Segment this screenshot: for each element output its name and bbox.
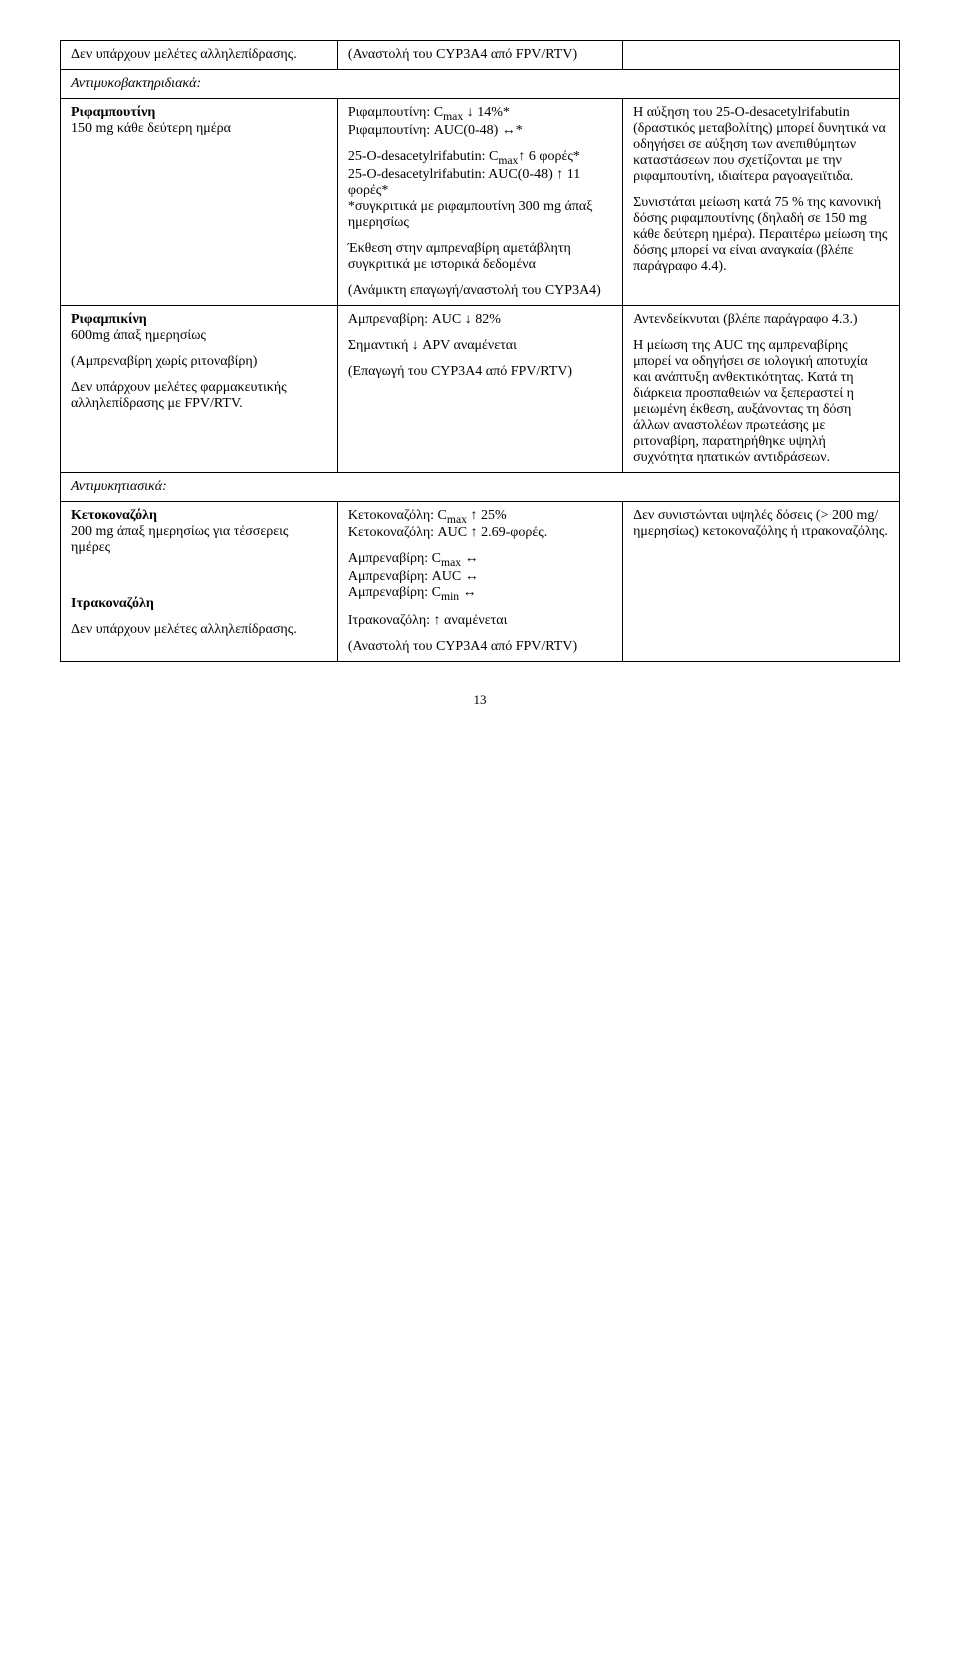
- drug-name: Ιτρακοναζόλη: [71, 596, 154, 611]
- dose-text: 150 mg κάθε δεύτερη ημέρα: [71, 121, 231, 136]
- section-label: Αντιμυκητιασικά:: [71, 479, 167, 494]
- cell: Αντενδείκνυται (βλέπε παράγραφο 4.3.) Η …: [623, 305, 900, 472]
- table-row: Ριφαμπουτίνη 150 mg κάθε δεύτερη ημέρα Ρ…: [61, 99, 900, 306]
- cell: Ριφαμπικίνη600mg άπαξ ημερησίως (Αμπρενα…: [61, 305, 338, 472]
- interaction-table: Δεν υπάρχουν μελέτες αλληλεπίδρασης. (Αν…: [60, 40, 900, 662]
- text: (Ανάμικτη επαγωγή/αναστολή του CYP3A4): [348, 283, 612, 299]
- text: Η μείωση της AUC της αμπρεναβίρης μπορεί…: [633, 338, 889, 466]
- text: Αμπρεναβίρη: Cmax ↔Αμπρεναβίρη: AUC ↔Αμπ…: [348, 551, 479, 600]
- cell: Κετοκοναζόλη200 mg άπαξ ημερησίως για τέ…: [61, 501, 338, 661]
- drug-name: Ριφαμπικίνη: [71, 312, 147, 327]
- text: (Αναστολή του CYP3A4 από FPV/RTV): [348, 639, 612, 655]
- text: Δεν υπάρχουν μελέτες φαρμακευτικής αλληλ…: [71, 380, 327, 412]
- cell: Δεν υπάρχουν μελέτες αλληλεπίδρασης.: [61, 41, 338, 70]
- table-row: Κετοκοναζόλη200 mg άπαξ ημερησίως για τέ…: [61, 501, 900, 661]
- text: (Επαγωγή του CYP3A4 από FPV/RTV): [348, 364, 612, 380]
- dose-text: 200 mg άπαξ ημερησίως για τέσσερεις ημέρ…: [71, 524, 288, 555]
- cell: Η αύξηση του 25-O-desacetylrifabutin (δρ…: [623, 99, 900, 306]
- cell: Δεν συνιστώνται υψηλές δόσεις (> 200 mg/…: [623, 501, 900, 661]
- cell: [623, 41, 900, 70]
- table-row: Δεν υπάρχουν μελέτες αλληλεπίδρασης. (Αν…: [61, 41, 900, 70]
- text: Σημαντική ↓ APV αναμένεται: [348, 338, 612, 354]
- cell: (Αναστολή του CYP3A4 από FPV/RTV): [337, 41, 622, 70]
- text: 25-O-desacetylrifabutin: Cmax↑ 6 φορές*2…: [348, 149, 593, 230]
- text: Κετοκοναζόλη: Cmax ↑ 25%Κετοκοναζόλη: AU…: [348, 508, 547, 541]
- cell: Ριφαμπουτίνη 150 mg κάθε δεύτερη ημέρα: [61, 99, 338, 306]
- text: Αντενδείκνυται (βλέπε παράγραφο 4.3.): [633, 312, 889, 328]
- section-header: Αντιμυκητιασικά:: [61, 472, 900, 501]
- section-header: Αντιμυκοβακτηριδιακά:: [61, 70, 900, 99]
- text: Ριφαμπουτίνη: Cmax ↓ 14%*Ριφαμπουτίνη: A…: [348, 105, 523, 138]
- text: Ιτρακοναζόλη: ↑ αναμένεται: [348, 613, 612, 629]
- cell: Ριφαμπουτίνη: Cmax ↓ 14%*Ριφαμπουτίνη: A…: [337, 99, 622, 306]
- text: Δεν υπάρχουν μελέτες αλληλεπίδρασης.: [71, 622, 327, 638]
- page-number: 13: [60, 692, 900, 708]
- table-row: Αντιμυκητιασικά:: [61, 472, 900, 501]
- text: Αμπρεναβίρη: AUC ↓ 82%: [348, 312, 612, 328]
- table-row: Αντιμυκοβακτηριδιακά:: [61, 70, 900, 99]
- dose-text: 600mg άπαξ ημερησίως: [71, 328, 206, 343]
- text: Δεν συνιστώνται υψηλές δόσεις (> 200 mg/…: [633, 508, 889, 540]
- drug-name: Κετοκοναζόλη: [71, 508, 157, 523]
- text: Έκθεση στην αμπρεναβίρη αμετάβλητη συγκρ…: [348, 241, 612, 273]
- section-label: Αντιμυκοβακτηριδιακά:: [71, 76, 201, 91]
- cell: Κετοκοναζόλη: Cmax ↑ 25%Κετοκοναζόλη: AU…: [337, 501, 622, 661]
- table-row: Ριφαμπικίνη600mg άπαξ ημερησίως (Αμπρενα…: [61, 305, 900, 472]
- cell: Αμπρεναβίρη: AUC ↓ 82% Σημαντική ↓ APV α…: [337, 305, 622, 472]
- text: Συνιστάται μείωση κατά 75 % της κανονική…: [633, 195, 889, 275]
- drug-name: Ριφαμπουτίνη: [71, 105, 155, 120]
- text: Η αύξηση του 25-O-desacetylrifabutin (δρ…: [633, 105, 889, 185]
- text: (Αμπρεναβίρη χωρίς ριτοναβίρη): [71, 354, 327, 370]
